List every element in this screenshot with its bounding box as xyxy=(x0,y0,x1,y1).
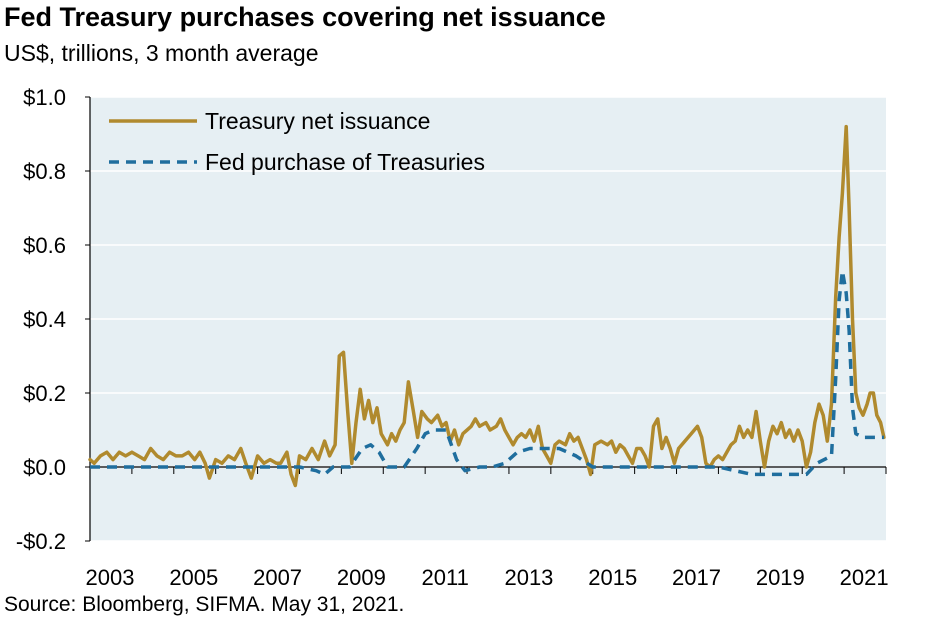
x-tick-label: 2003 xyxy=(86,565,135,590)
x-tick-label: 2021 xyxy=(840,565,889,590)
x-tick-label: 2017 xyxy=(672,565,721,590)
series-layer xyxy=(88,124,886,488)
y-tick-label: $0.2 xyxy=(23,381,66,406)
series-line-fed-purchase xyxy=(90,269,884,477)
y-tick-label: $0.8 xyxy=(23,159,66,184)
legend-label: Fed purchase of Treasuries xyxy=(205,149,485,175)
legend-label: Treasury net issuance xyxy=(205,108,430,134)
y-axis-ticks: -$0.2 $0.0 $0.2 $0.4 $0.6 $0.8 $1.0 xyxy=(16,85,90,554)
series-line-treasury-net-issuance xyxy=(88,124,886,488)
source-note: Source: Bloomberg, SIFMA. May 31, 2021. xyxy=(4,593,405,616)
x-tick-label: 2015 xyxy=(588,565,637,590)
y-tick-label: $0.4 xyxy=(23,307,66,332)
x-tick-label: 2005 xyxy=(169,565,218,590)
x-tick-label: 2019 xyxy=(756,565,805,590)
chart-subtitle: US$, trillions, 3 month average xyxy=(4,40,319,66)
legend: Treasury net issuance Fed purchase of Tre… xyxy=(109,108,485,175)
y-tick-label: $0.6 xyxy=(23,233,66,258)
x-tick-label: 2013 xyxy=(504,565,553,590)
x-tick-label: 2011 xyxy=(422,565,469,590)
y-tick-label: -$0.2 xyxy=(16,529,66,554)
x-tick-label: 2009 xyxy=(337,565,386,590)
x-tick-label: 2007 xyxy=(253,565,302,590)
chart-title: Fed Treasury purchases covering net issu… xyxy=(4,2,606,32)
x-axis-ticks: 2003 2005 2007 2009 2011 2013 2015 2017 2019 2021 xyxy=(86,467,889,590)
y-tick-label: $1.0 xyxy=(23,85,66,110)
y-tick-label: $0.0 xyxy=(23,455,66,480)
